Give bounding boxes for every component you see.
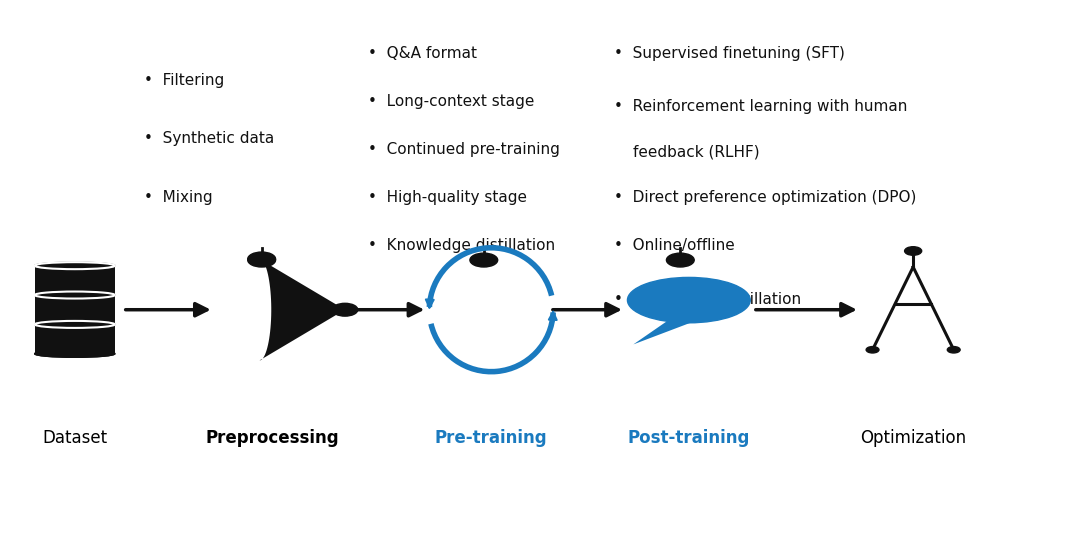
Polygon shape [633, 319, 700, 344]
Circle shape [947, 347, 960, 353]
Text: •  Filtering: • Filtering [144, 73, 224, 88]
Text: Post-training: Post-training [628, 429, 750, 447]
Text: Preprocessing: Preprocessing [205, 429, 340, 447]
Circle shape [905, 247, 922, 255]
Text: feedback (RLHF): feedback (RLHF) [633, 145, 760, 160]
Circle shape [248, 253, 276, 267]
Polygon shape [260, 259, 345, 360]
Text: •  Q&A format: • Q&A format [368, 46, 477, 61]
Text: •  Online/offline: • Online/offline [614, 238, 735, 253]
Text: •  Reinforcement learning with human: • Reinforcement learning with human [614, 99, 908, 114]
Text: Optimization: Optimization [860, 429, 967, 447]
Text: •  Mixing: • Mixing [144, 190, 213, 205]
Ellipse shape [628, 278, 750, 323]
Text: •  Synthetic data: • Synthetic data [144, 131, 274, 146]
Ellipse shape [35, 321, 115, 328]
Circle shape [866, 347, 879, 353]
Text: •  Supervised finetuning (SFT): • Supervised finetuning (SFT) [614, 46, 845, 61]
Text: •  Knowledge distillation: • Knowledge distillation [368, 238, 555, 253]
Ellipse shape [35, 350, 115, 357]
Text: •  Long-context stage: • Long-context stage [368, 94, 535, 109]
Text: •  High-quality stage: • High-quality stage [368, 190, 528, 205]
Text: Dataset: Dataset [43, 429, 107, 447]
Text: •  Direct preference optimization (DPO): • Direct preference optimization (DPO) [614, 190, 916, 205]
Circle shape [666, 253, 694, 267]
Polygon shape [35, 266, 115, 354]
Text: •  Continued pre-training: • Continued pre-training [368, 142, 561, 157]
Ellipse shape [35, 262, 115, 269]
Circle shape [248, 252, 276, 266]
Ellipse shape [35, 292, 115, 299]
Text: •  Knowledge distillation: • Knowledge distillation [614, 292, 801, 307]
Circle shape [470, 253, 498, 267]
Text: Pre-training: Pre-training [435, 429, 548, 447]
Ellipse shape [35, 350, 115, 357]
Circle shape [332, 303, 358, 316]
